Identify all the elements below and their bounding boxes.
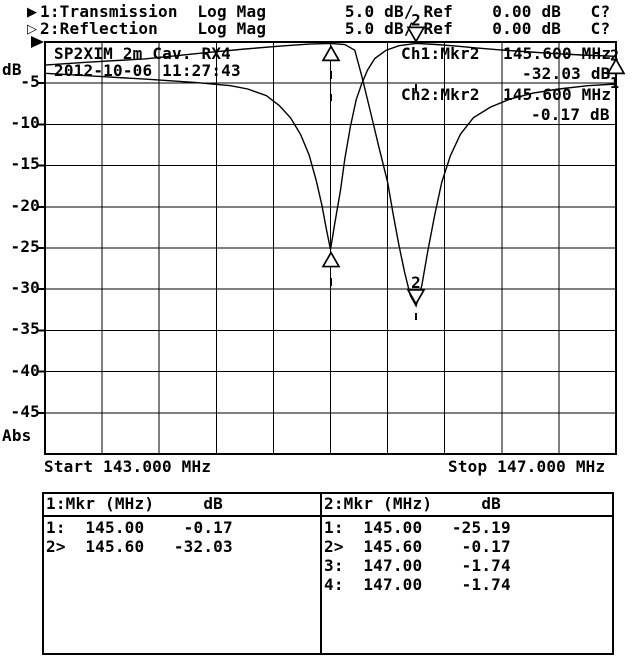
y-axis-tick-label: -20 <box>10 196 40 215</box>
y-axis-tick-label: -45 <box>10 402 40 421</box>
y-axis-unit-label: dB <box>2 60 22 79</box>
trace1-status-line: 1:Transmission Log Mag 5.0 dB/ Ref 0.00 … <box>40 2 611 21</box>
ch1-marker-value: -32.03 dB <box>522 64 611 83</box>
marker-table-ch1: 1:Mkr (MHz) dB 1: 145.00 -0.17 2> 145.60… <box>42 492 322 655</box>
table-row: 3: 147.00 -1.74 <box>324 556 511 575</box>
device-under-test-title: SP2XIM 2m Cav. RX4 <box>54 44 231 63</box>
y-axis-tick-label: -40 <box>10 361 40 380</box>
x-axis-start-label: Start 143.000 MHz <box>44 457 212 476</box>
trace2-indicator-icon: ▷ <box>27 22 38 37</box>
ch2-marker-value: -0.17 dB <box>531 105 610 124</box>
table-row: 1: 145.00 -25.19 <box>324 518 511 537</box>
marker-table-ch2: 2:Mkr (MHz) dB 1: 145.00 -25.19 2> 145.6… <box>320 492 614 655</box>
marker-table-ch1-header: 1:Mkr (MHz) dB <box>44 494 320 517</box>
ch2-marker-frequency: 145.600 MHz <box>503 85 612 104</box>
y-axis-tick-label: -25 <box>10 237 40 256</box>
marker-number-label: 2 <box>411 273 421 292</box>
marker-triangle-icon <box>321 250 341 268</box>
y-axis-tick-label: -35 <box>10 319 40 338</box>
trace-end-number-label: 1 <box>610 74 619 92</box>
y-axis-tick-label: -15 <box>10 154 40 173</box>
table-row: 2> 145.60 -0.17 <box>324 537 511 556</box>
marker-triangle-icon <box>321 44 341 62</box>
trace1-active-indicator-icon: ▶ <box>27 5 38 20</box>
y-axis-mode-label: Abs <box>2 426 32 445</box>
trace-end-number-label: 2 <box>610 46 619 64</box>
marker-triangle-icon <box>406 289 426 306</box>
ch1-marker-frequency: 145.600 MHz <box>503 44 612 63</box>
x-axis-stop-label: Stop 147.000 MHz <box>448 457 606 476</box>
timestamp: 2012-10-06 11:27:43 <box>54 61 241 80</box>
table-row: 2> 145.60 -32.03 <box>46 537 233 556</box>
ch1-marker-readout-label: Ch1:Mkr2 <box>401 44 480 63</box>
ch2-marker-readout-label: Ch2:Mkr2 <box>401 85 480 104</box>
trace2-status-line: 2:Reflection Log Mag 5.0 dB/ Ref 0.00 dB… <box>40 19 611 38</box>
y-axis-tick-label: -30 <box>10 278 40 297</box>
table-row: 1: 145.00 -0.17 <box>46 518 233 537</box>
table-row: 4: 147.00 -1.74 <box>324 575 511 594</box>
y-axis-tick-label: -5 <box>20 72 40 91</box>
y-axis-tick-label: -10 <box>10 113 40 132</box>
marker-table-ch2-header: 2:Mkr (MHz) dB <box>322 494 612 517</box>
